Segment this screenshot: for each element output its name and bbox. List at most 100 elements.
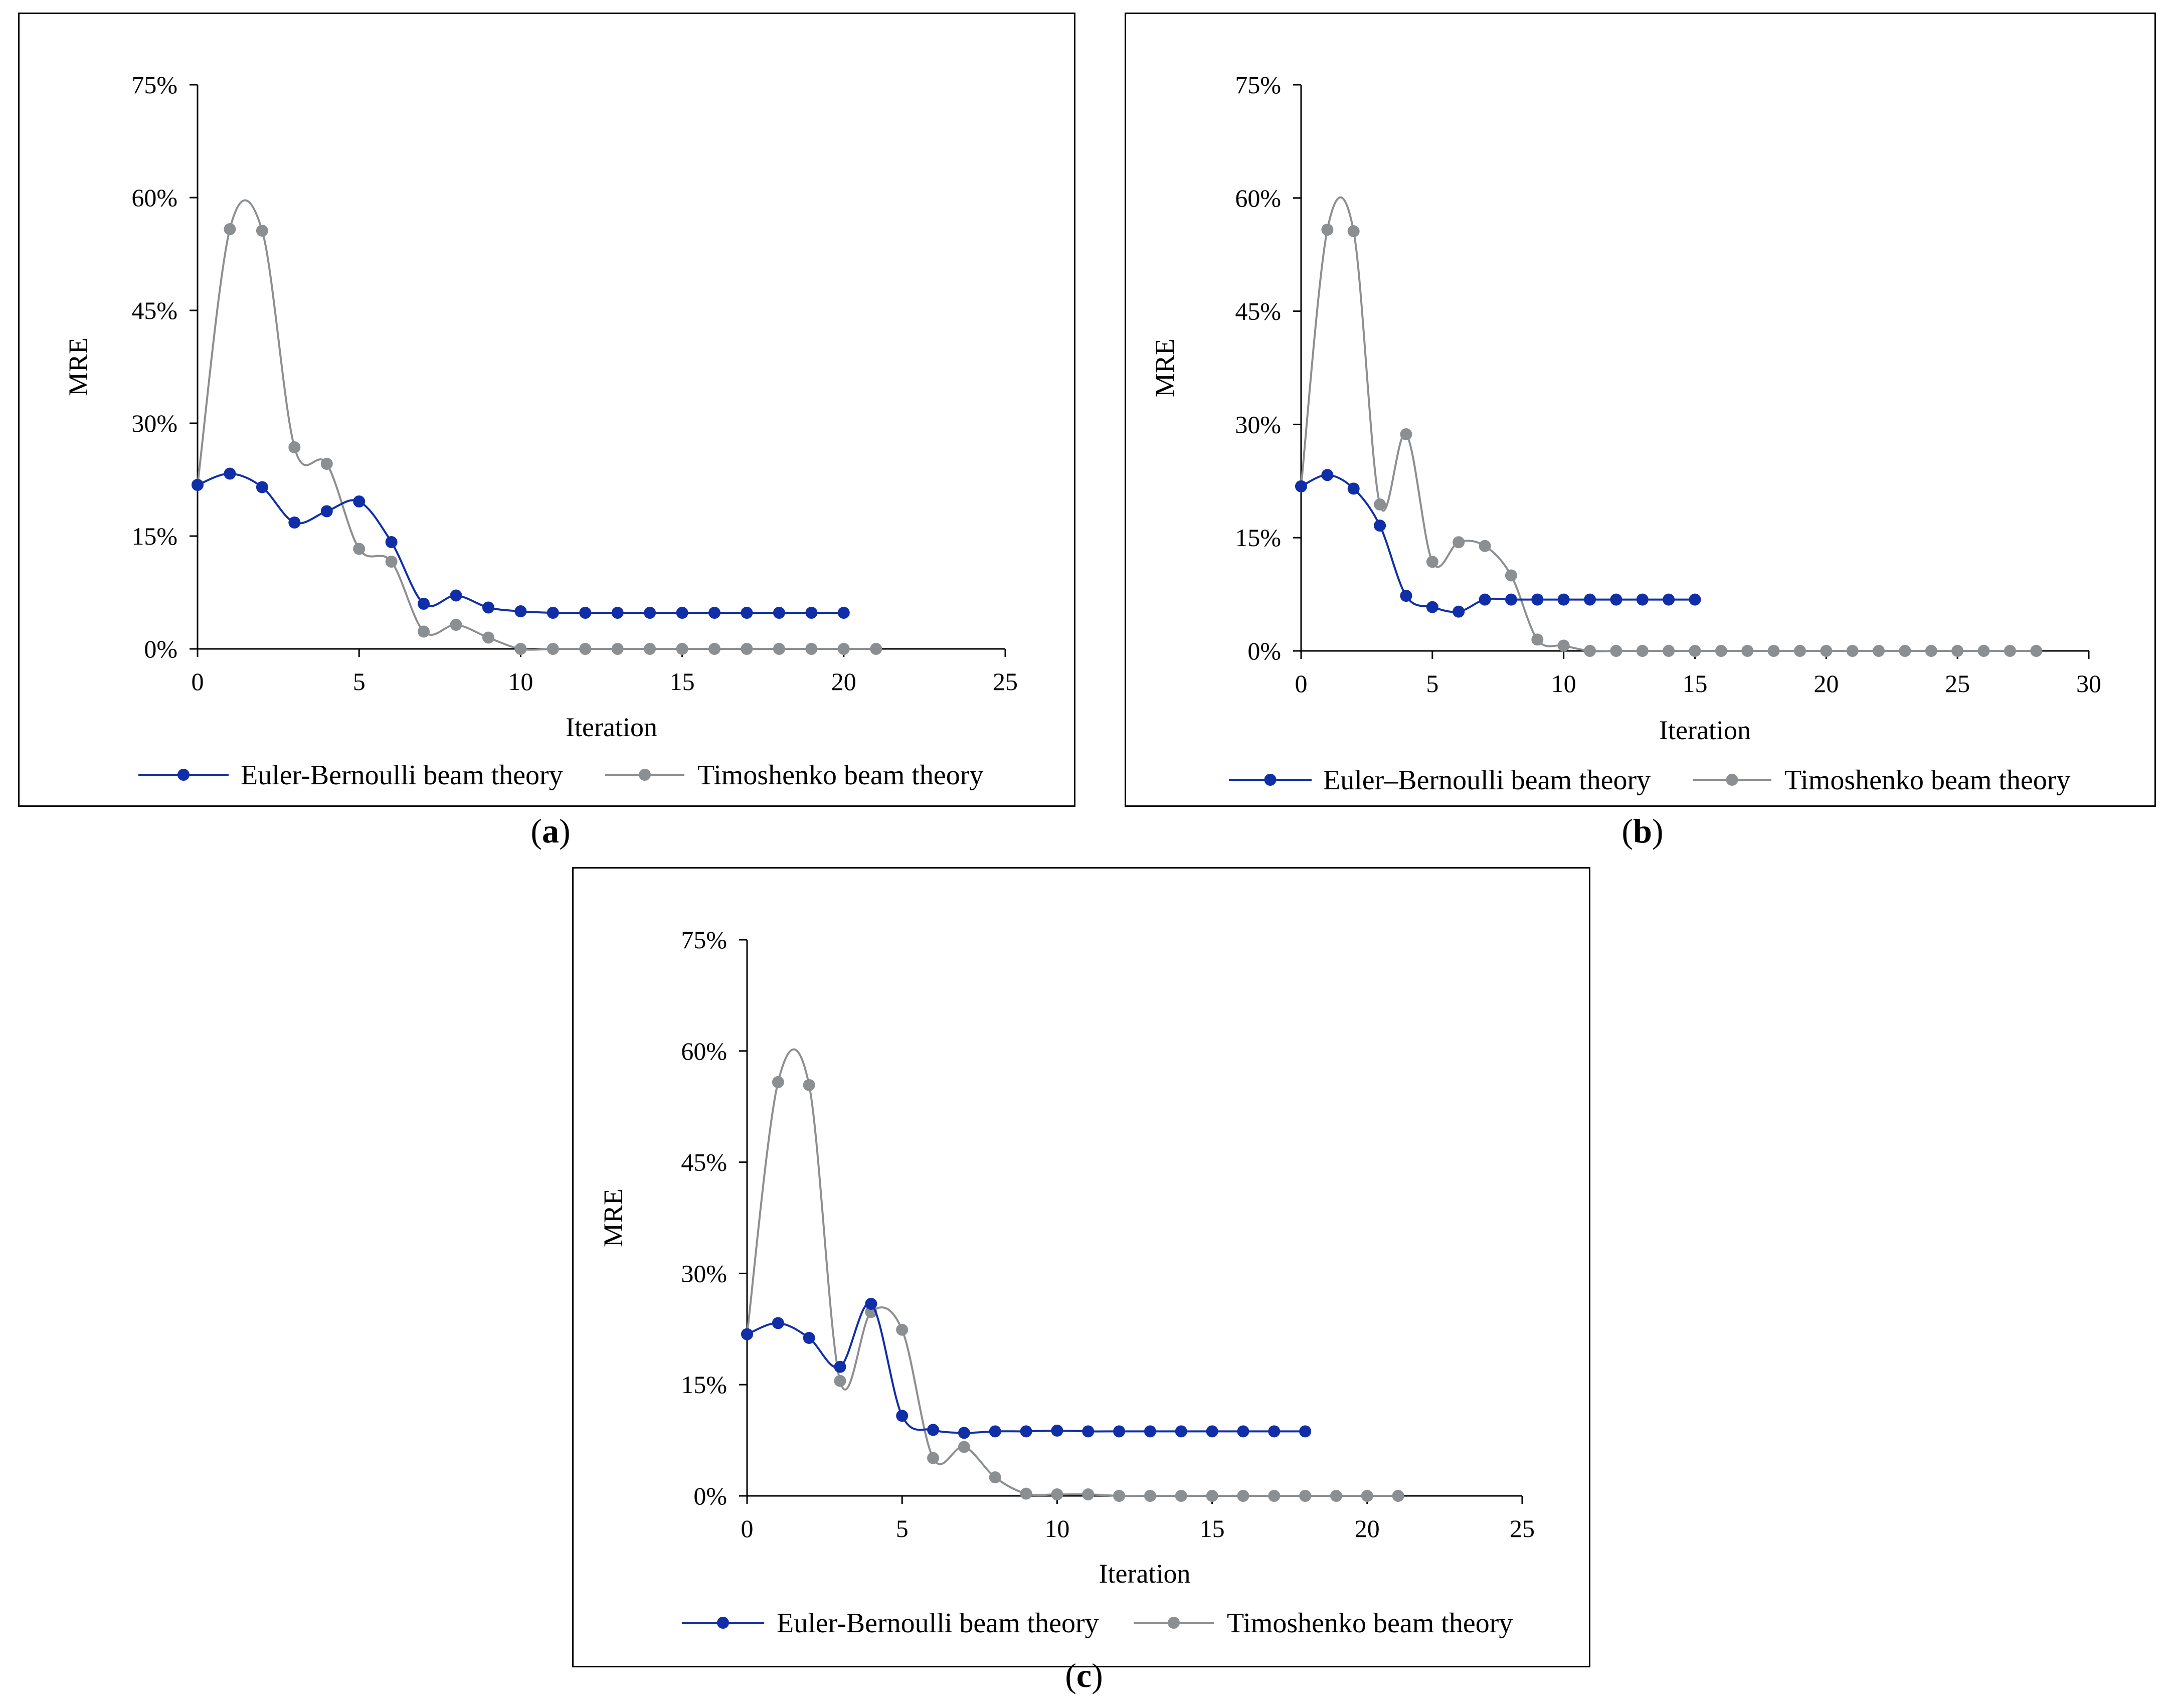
data-point-euler-bernoulli xyxy=(450,589,462,602)
data-point-euler-bernoulli xyxy=(773,607,785,619)
data-point-timoshenko xyxy=(772,1076,784,1088)
data-point-euler-bernoulli xyxy=(927,1424,940,1436)
chart-svg-a: 0% 15% 30% 45% 60% 75% 0 5 10 15 20 25 Iteration MRE E… xyxy=(63,71,1018,791)
data-point-euler-bernoulli xyxy=(1175,1425,1187,1438)
data-point-timoshenko xyxy=(1951,645,1964,657)
series-line-euler-bernoulli xyxy=(197,472,844,614)
data-point-timoshenko xyxy=(805,643,818,655)
data-point-euler-bernoulli xyxy=(865,1298,877,1310)
data-point-timoshenko xyxy=(1051,1488,1063,1501)
y-tick-label: 0% xyxy=(1247,637,1281,665)
data-point-timoshenko xyxy=(958,1441,970,1453)
data-point-euler-bernoulli xyxy=(1113,1425,1126,1438)
y-tick-label: 60% xyxy=(131,184,177,212)
data-point-timoshenko xyxy=(1206,1490,1218,1502)
data-point-euler-bernoulli xyxy=(288,517,301,529)
data-point-euler-bernoulli xyxy=(1295,480,1307,492)
x-axis-title: Iteration xyxy=(566,712,657,742)
legend-label: Timoshenko beam theory xyxy=(1784,765,2070,796)
data-point-euler-bernoulli xyxy=(644,607,656,619)
data-point-euler-bernoulli xyxy=(708,607,721,619)
series-line-timoshenko xyxy=(746,1048,1398,1497)
data-point-euler-bernoulli xyxy=(1453,605,1465,618)
data-point-timoshenko xyxy=(1321,224,1334,236)
data-point-euler-bernoulli xyxy=(1663,593,1675,606)
data-point-euler-bernoulli xyxy=(1321,469,1334,481)
x-tick-label: 5 xyxy=(353,667,366,696)
data-point-timoshenko xyxy=(2030,645,2043,657)
data-point-timoshenko xyxy=(1663,645,1675,657)
legend-label: Euler-Bernoulli beam theory xyxy=(777,1608,1099,1639)
data-point-euler-bernoulli xyxy=(958,1427,970,1439)
data-point-timoshenko xyxy=(834,1375,846,1387)
data-point-euler-bernoulli xyxy=(1557,593,1570,606)
data-point-euler-bernoulli xyxy=(1347,482,1360,495)
legend-swatch-marker xyxy=(177,769,190,781)
data-point-timoshenko xyxy=(1925,645,1937,657)
x-tick-label: 0 xyxy=(741,1514,754,1543)
data-point-euler-bernoulli xyxy=(611,607,624,619)
y-tick-label: 60% xyxy=(1235,184,1281,212)
data-point-timoshenko xyxy=(1793,645,1806,657)
data-point-euler-bernoulli xyxy=(1584,593,1596,606)
y-tick-label: 30% xyxy=(1235,410,1281,438)
data-point-timoshenko xyxy=(1820,645,1833,657)
data-point-euler-bernoulli xyxy=(1144,1425,1156,1438)
data-point-timoshenko xyxy=(1557,639,1570,652)
chart-svg-c: 0% 15% 30% 45% 60% 75% 0 5 10 15 20 25 Iteration MRE E… xyxy=(598,926,1535,1639)
chart-panel-b: 0% 15% 30% 45% 60% 75% 0 5 10 15 20 25 30 Iteration MR… xyxy=(1125,13,2156,807)
data-point-timoshenko xyxy=(224,223,236,235)
data-point-euler-bernoulli xyxy=(1020,1425,1032,1438)
y-tick-label: 15% xyxy=(131,522,177,550)
legend-label: Timoshenko beam theory xyxy=(1227,1608,1513,1639)
x-tick-label: 20 xyxy=(1355,1514,1380,1543)
data-point-euler-bernoulli xyxy=(837,607,850,619)
data-point-timoshenko xyxy=(1400,428,1412,440)
data-point-timoshenko xyxy=(1392,1490,1404,1502)
data-point-timoshenko xyxy=(676,643,688,655)
data-point-timoshenko xyxy=(1689,645,1701,657)
series-line-euler-bernoulli xyxy=(1301,474,1695,613)
data-point-euler-bernoulli xyxy=(834,1360,846,1373)
data-point-euler-bernoulli xyxy=(1374,520,1386,532)
series-line-timoshenko xyxy=(197,199,876,651)
data-point-timoshenko xyxy=(1899,645,1911,657)
y-tick-label: 15% xyxy=(1235,524,1281,552)
data-point-euler-bernoulli xyxy=(353,495,366,507)
data-point-euler-bernoulli xyxy=(1051,1424,1063,1437)
data-point-timoshenko xyxy=(1531,633,1544,646)
x-tick-label: 10 xyxy=(1044,1514,1069,1543)
x-axis-title: Iteration xyxy=(1099,1559,1191,1589)
data-point-euler-bernoulli xyxy=(192,479,204,491)
data-point-euler-bernoulli xyxy=(805,607,818,619)
data-point-timoshenko xyxy=(1767,645,1780,657)
data-point-timoshenko xyxy=(450,619,462,631)
data-point-euler-bernoulli xyxy=(1268,1425,1281,1438)
data-point-euler-bernoulli xyxy=(547,607,559,619)
data-point-timoshenko xyxy=(1347,225,1360,238)
data-point-timoshenko xyxy=(1144,1490,1156,1502)
data-point-euler-bernoulli xyxy=(1479,593,1491,606)
series-line-euler-bernoulli xyxy=(747,1302,1306,1434)
data-point-timoshenko xyxy=(353,543,366,555)
data-point-timoshenko xyxy=(320,458,333,470)
y-axis-title: MRE xyxy=(598,1188,628,1247)
data-point-timoshenko xyxy=(1020,1487,1032,1500)
data-point-timoshenko xyxy=(1741,645,1754,657)
data-point-euler-bernoulli xyxy=(1426,601,1438,613)
data-point-euler-bernoulli xyxy=(1400,590,1412,602)
data-point-euler-bernoulli xyxy=(514,605,527,617)
data-point-timoshenko xyxy=(773,643,785,655)
data-point-timoshenko xyxy=(1374,498,1386,510)
data-point-euler-bernoulli xyxy=(1689,593,1701,606)
data-point-euler-bernoulli xyxy=(1505,593,1517,606)
data-point-timoshenko xyxy=(611,643,624,655)
data-point-timoshenko xyxy=(1113,1490,1126,1502)
data-point-timoshenko xyxy=(1082,1488,1095,1501)
data-point-timoshenko xyxy=(1268,1490,1281,1502)
x-tick-label: 0 xyxy=(1295,669,1308,698)
y-tick-label: 45% xyxy=(1235,297,1281,325)
x-tick-label: 30 xyxy=(2076,669,2101,698)
data-point-timoshenko xyxy=(1505,569,1517,582)
x-tick-label: 0 xyxy=(192,667,204,696)
